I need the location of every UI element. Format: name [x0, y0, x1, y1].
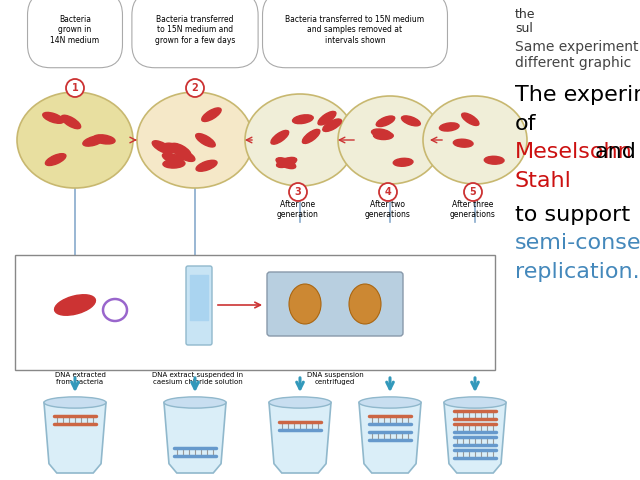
Ellipse shape: [271, 131, 289, 144]
Ellipse shape: [196, 133, 215, 147]
Text: of: of: [515, 114, 536, 133]
Text: semi-conservative: semi-conservative: [515, 233, 640, 253]
Ellipse shape: [196, 160, 217, 171]
Ellipse shape: [374, 132, 393, 140]
Ellipse shape: [453, 139, 473, 147]
Text: The experiments: The experiments: [515, 85, 640, 105]
Ellipse shape: [93, 135, 115, 144]
Ellipse shape: [338, 96, 442, 184]
Text: 4: 4: [385, 187, 392, 197]
PathPatch shape: [359, 403, 421, 473]
Text: 5: 5: [470, 187, 476, 197]
Text: Bacteria
grown in
14N medium: Bacteria grown in 14N medium: [51, 15, 100, 45]
Ellipse shape: [371, 129, 391, 137]
Ellipse shape: [440, 123, 459, 131]
Text: DNA extracted
from bacteria: DNA extracted from bacteria: [54, 372, 106, 385]
Ellipse shape: [54, 295, 95, 315]
Ellipse shape: [137, 92, 253, 188]
Ellipse shape: [202, 108, 221, 121]
Ellipse shape: [171, 144, 191, 156]
Text: the: the: [515, 8, 536, 21]
Ellipse shape: [45, 154, 66, 166]
PathPatch shape: [269, 403, 331, 473]
Text: 2: 2: [191, 83, 198, 93]
Ellipse shape: [61, 115, 81, 129]
Text: Meselsohn: Meselsohn: [515, 142, 633, 162]
Ellipse shape: [444, 397, 506, 408]
Text: After one
generation: After one generation: [277, 200, 319, 219]
Ellipse shape: [83, 136, 104, 146]
Ellipse shape: [292, 115, 313, 124]
Text: Stahl: Stahl: [515, 171, 572, 191]
Ellipse shape: [163, 143, 185, 154]
Text: sul: sul: [515, 22, 533, 35]
Text: 3: 3: [294, 187, 301, 197]
Text: Same experiment –
different graphic: Same experiment – different graphic: [515, 40, 640, 70]
Ellipse shape: [164, 397, 226, 408]
FancyBboxPatch shape: [267, 272, 403, 336]
Ellipse shape: [163, 159, 185, 168]
PathPatch shape: [164, 403, 226, 473]
PathPatch shape: [444, 403, 506, 473]
Circle shape: [66, 79, 84, 97]
Ellipse shape: [289, 284, 321, 324]
Circle shape: [379, 183, 397, 201]
Ellipse shape: [152, 141, 172, 154]
Ellipse shape: [376, 116, 395, 127]
Text: DNA suspension
centrifuged: DNA suspension centrifuged: [307, 372, 364, 385]
Circle shape: [289, 183, 307, 201]
Circle shape: [186, 79, 204, 97]
Text: Bacteria transferred
to 15N medium and
grown for a few days: Bacteria transferred to 15N medium and g…: [155, 15, 235, 45]
Ellipse shape: [359, 397, 421, 408]
FancyBboxPatch shape: [186, 266, 212, 345]
Text: to support: to support: [515, 204, 630, 225]
Ellipse shape: [269, 397, 331, 408]
Ellipse shape: [276, 158, 296, 168]
Text: Bacteria transferred to 15N medium
and samples removed at
intervals shown: Bacteria transferred to 15N medium and s…: [285, 15, 424, 45]
Text: replication.: replication.: [515, 262, 639, 282]
Ellipse shape: [323, 119, 342, 132]
Ellipse shape: [163, 153, 183, 164]
FancyBboxPatch shape: [15, 255, 495, 370]
Ellipse shape: [401, 116, 420, 126]
Circle shape: [464, 183, 482, 201]
Ellipse shape: [276, 157, 297, 168]
Ellipse shape: [17, 92, 133, 188]
PathPatch shape: [44, 403, 106, 473]
Ellipse shape: [461, 113, 479, 125]
Text: and: and: [595, 142, 637, 162]
Ellipse shape: [43, 112, 64, 123]
Text: 1: 1: [72, 83, 78, 93]
Text: DNA extract suspended in
caesium chloride solution: DNA extract suspended in caesium chlorid…: [152, 372, 244, 385]
Ellipse shape: [44, 397, 106, 408]
Ellipse shape: [484, 156, 504, 164]
Ellipse shape: [245, 94, 355, 186]
Ellipse shape: [423, 96, 527, 184]
Text: After two
generations: After two generations: [365, 200, 411, 219]
Text: After three
generations: After three generations: [450, 200, 496, 219]
Ellipse shape: [318, 111, 336, 125]
Ellipse shape: [349, 284, 381, 324]
Ellipse shape: [302, 130, 320, 144]
Ellipse shape: [393, 158, 413, 166]
Ellipse shape: [175, 149, 195, 161]
